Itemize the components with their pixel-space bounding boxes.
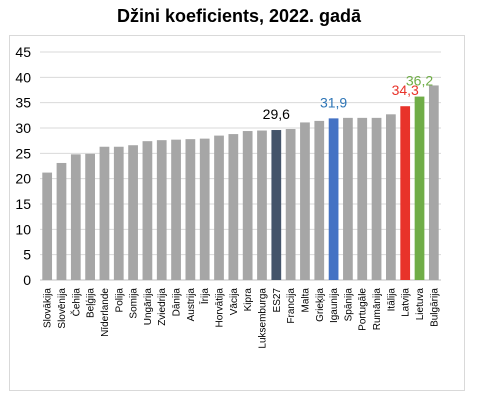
x-tick-label: Polija — [114, 288, 125, 313]
bar-slovākija — [42, 172, 53, 280]
data-label-lietuva: 36,2 — [406, 73, 433, 89]
bar-spānija — [343, 117, 353, 280]
data-label-igaunija: 31,9 — [320, 94, 347, 110]
bar-vācija — [228, 134, 239, 280]
chart-frame — [9, 35, 465, 391]
x-tick-label: Igaunija — [329, 288, 340, 323]
y-tick-label: 5 — [23, 247, 31, 263]
y-tick-label: 35 — [15, 95, 31, 111]
bar-čehija — [70, 154, 81, 280]
x-tick-label: Dānija — [172, 288, 183, 317]
bar-beļģija — [85, 153, 95, 280]
data-label-es27: 29,6 — [263, 106, 290, 122]
bar-nīderlande — [99, 146, 110, 280]
bar-itālija — [386, 114, 396, 280]
bar-malta — [300, 122, 310, 280]
x-tick-label: ES27 — [272, 288, 283, 313]
x-tick-label: Luksemburga — [257, 288, 268, 349]
y-tick-label: 25 — [15, 145, 31, 161]
data-labels: 29,6 31,9 34,336,2 — [263, 73, 434, 122]
x-tick-label: Itālija — [386, 288, 397, 312]
x-tick-label: Slovēnija — [57, 288, 68, 329]
bar-lietuva — [414, 96, 425, 280]
x-tick-label: Beļģija — [84, 288, 97, 318]
bar-latvija — [400, 106, 411, 280]
y-tick-label: 15 — [15, 196, 31, 212]
bar-somija — [128, 145, 138, 280]
x-tick-label: Malta — [300, 288, 311, 313]
bar-grieķija — [314, 120, 325, 280]
x-tick-label: Spānija — [343, 288, 354, 322]
bar-portugāle — [357, 117, 368, 280]
chart-title: Džini koeficients, 2022. gadā — [116, 6, 362, 26]
x-tick-label: Austrija — [186, 288, 197, 322]
bar-luksemburga — [257, 130, 267, 280]
x-tick-label: Francija — [286, 288, 297, 324]
bar-rumānija — [371, 117, 382, 280]
x-tick-label: Portugāle — [358, 288, 369, 331]
bar-es27 — [271, 130, 282, 280]
bar-francija — [285, 129, 296, 280]
x-tick-label: Nīderlande — [100, 288, 111, 337]
bar-bulgārija — [428, 85, 439, 280]
bar-slovēnija — [56, 162, 67, 280]
x-tick-label: Bulgārija — [429, 288, 440, 327]
y-axis: 0 5 10 15 20 25 30 35 40 45 — [15, 44, 31, 288]
x-tick-label: Horvātija — [215, 288, 226, 328]
x-tick-label: Somija — [129, 288, 140, 319]
bar-horvātija — [214, 135, 224, 280]
bar-dānija — [171, 139, 181, 280]
bar-igaunija — [328, 118, 339, 280]
bar-polija — [113, 146, 124, 280]
y-tick-label: 30 — [15, 120, 31, 136]
x-tick-label: Lietuva — [415, 288, 426, 321]
x-tick-label: Vācija — [229, 288, 240, 316]
x-axis: Slovākija Slovēnija Čehija Beļģija Nīderland… — [43, 288, 441, 349]
x-tick-label: Rumānija — [372, 288, 383, 331]
bar-kipra — [242, 131, 253, 280]
x-tick-label: Īrija — [199, 288, 211, 305]
data-label-latvija: 34,3 — [392, 82, 419, 98]
y-tick-label: 45 — [15, 44, 31, 60]
bar-austrija — [185, 139, 196, 280]
x-tick-label: Slovākija — [43, 288, 54, 328]
bar-īrija — [199, 138, 210, 280]
x-tick-label: Latvija — [401, 288, 412, 317]
x-tick-label: Kipra — [243, 288, 254, 312]
y-tick-label: 0 — [23, 272, 31, 288]
bar-ungārija — [142, 141, 153, 280]
bars — [42, 85, 439, 280]
bar-zviedrija — [156, 140, 167, 280]
x-tick-label: Čehija — [69, 288, 82, 317]
x-tick-label: Zviedrija — [157, 288, 168, 326]
y-tick-label: 40 — [15, 69, 31, 85]
x-tick-label: Ungārija — [143, 288, 154, 326]
y-tick-label: 10 — [15, 221, 31, 237]
y-tick-label: 20 — [15, 171, 31, 187]
x-tick-label: Grieķija — [315, 288, 326, 322]
